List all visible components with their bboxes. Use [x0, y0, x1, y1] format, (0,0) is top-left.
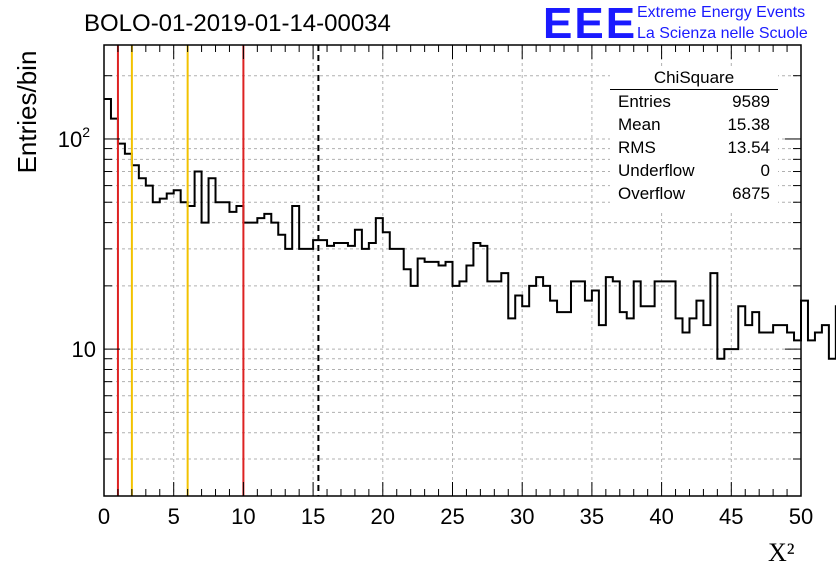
x-tick-label: 0 [98, 504, 110, 529]
x-tick-label: 5 [168, 504, 180, 529]
histogram-series [104, 97, 836, 360]
stats-title: ChiSquare [653, 68, 735, 87]
stats-key: Overflow [618, 184, 686, 203]
eee-logo: EEE [543, 0, 638, 48]
stats-row-mean: Mean 15.38 [618, 115, 770, 138]
stats-box: ChiSquare Entries 9589 Mean 15.38 RMS 13… [610, 68, 778, 210]
x-axis-label: X² [768, 538, 795, 567]
y-tick-label: 102 [58, 124, 90, 152]
x-tick-label: 10 [231, 504, 255, 529]
x-tick-label: 35 [580, 504, 604, 529]
stats-row-overflow: Overflow 6875 [618, 184, 770, 207]
stats-separator [610, 89, 778, 90]
stats-key: Entries [618, 92, 671, 111]
x-tick-label: 30 [510, 504, 534, 529]
x-tick-label: 40 [649, 504, 673, 529]
histogram-line [104, 97, 836, 360]
tick-labels: 0 5 10 15 20 25 30 35 40 45 50 10 102 [58, 124, 814, 529]
y-tick-label: 10 [72, 337, 96, 362]
stats-key: Mean [618, 115, 661, 134]
stats-value: 13.54 [727, 138, 770, 157]
marker-lines [116, 45, 320, 496]
x-tick-label: 45 [719, 504, 743, 529]
x-tick-label: 25 [440, 504, 464, 529]
x-tick-label: 50 [789, 504, 813, 529]
logo-caption-line1: Extreme Energy Events [637, 4, 806, 21]
x-tick-label: 20 [371, 504, 395, 529]
stats-row-entries: Entries 9589 [618, 92, 770, 115]
chart-title: BOLO-01-2019-01-14-00034 [84, 10, 391, 37]
stats-value: 15.38 [727, 115, 770, 134]
stats-row-rms: RMS 13.54 [618, 138, 770, 161]
stats-key: RMS [618, 138, 656, 157]
axis-ticks [103, 45, 802, 497]
logo-caption-line2: La Scienza nelle Scuole [637, 25, 808, 42]
stats-value: 6875 [732, 184, 770, 203]
stats-value: 0 [760, 161, 770, 180]
stats-value: 9589 [732, 92, 770, 111]
stats-key: Underflow [618, 161, 695, 180]
x-tick-label: 15 [301, 504, 325, 529]
stats-row-underflow: Underflow 0 [618, 161, 770, 184]
grid-lines [104, 45, 801, 497]
y-axis-label: Entries/bin [12, 50, 42, 174]
